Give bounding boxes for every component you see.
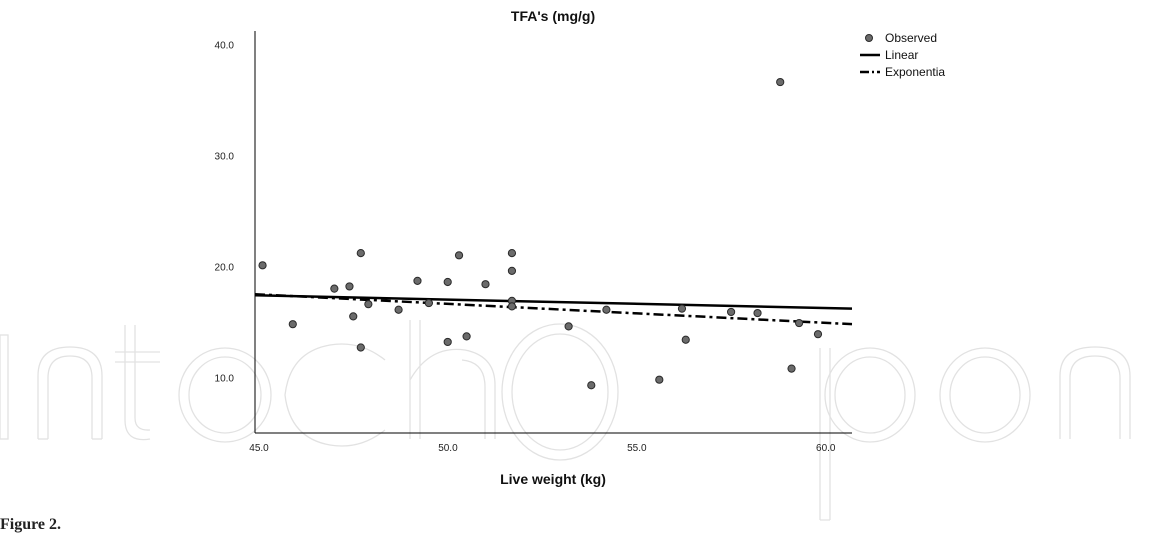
- y-tick-labels: 10.0 20.0 30.0 40.0: [215, 40, 235, 384]
- legend-label-linear: Linear: [885, 48, 918, 62]
- legend-label-observed: Observed: [885, 31, 937, 45]
- data-point: [424, 298, 433, 308]
- data-point: [677, 304, 687, 313]
- x-tick-label: 50.0: [438, 443, 458, 454]
- data-point: [776, 77, 785, 87]
- axes: [254, 31, 852, 434]
- data-point: [507, 248, 517, 258]
- x-axis-title: Live weight (kg): [500, 471, 606, 487]
- exponential-fit-line: [254, 292, 853, 326]
- y-tick-label: 40.0: [215, 40, 235, 51]
- x-tick-label: 55.0: [627, 443, 647, 454]
- data-point: [681, 335, 690, 344]
- legend-marker-observed: [865, 34, 873, 42]
- data-point: [507, 266, 517, 275]
- legend: Observed Linear Exponentia: [860, 31, 945, 79]
- data-point: [394, 305, 403, 314]
- observed-points: [258, 77, 823, 390]
- data-point: [753, 308, 762, 318]
- data-point: [813, 330, 823, 339]
- fit-lines: [254, 292, 853, 326]
- data-point: [564, 322, 573, 331]
- data-point: [787, 364, 796, 373]
- data-point: [356, 343, 365, 352]
- data-point: [258, 261, 267, 270]
- x-tick-label: 45.0: [249, 443, 269, 454]
- data-point: [481, 280, 490, 289]
- x-tick-labels: 45.0 50.0 55.0 60.0: [249, 443, 836, 454]
- data-point: [454, 251, 464, 260]
- y-tick-label: 10.0: [215, 373, 235, 384]
- data-point: [795, 318, 804, 328]
- legend-label-exponential: Exponentia: [885, 65, 945, 79]
- data-point: [345, 282, 354, 291]
- data-point: [443, 277, 452, 287]
- data-point: [356, 248, 365, 258]
- data-point: [507, 302, 517, 311]
- y-tick-label: 20.0: [215, 262, 235, 273]
- figure-caption: Figure 2.: [0, 516, 62, 533]
- data-point: [655, 375, 664, 384]
- data-point: [462, 332, 471, 341]
- x-tick-label: 60.0: [816, 443, 836, 454]
- linear-fit-line: [254, 294, 853, 310]
- data-point: [364, 300, 373, 309]
- data-point: [443, 337, 452, 347]
- y-tick-label: 30.0: [215, 151, 235, 162]
- data-point: [349, 312, 358, 321]
- data-point: [602, 305, 611, 314]
- data-point: [288, 320, 297, 329]
- data-point: [726, 307, 736, 317]
- data-point: [587, 381, 596, 390]
- data-point: [413, 276, 422, 285]
- chart-title: TFA's (mg/g): [511, 8, 595, 24]
- data-point: [330, 284, 339, 293]
